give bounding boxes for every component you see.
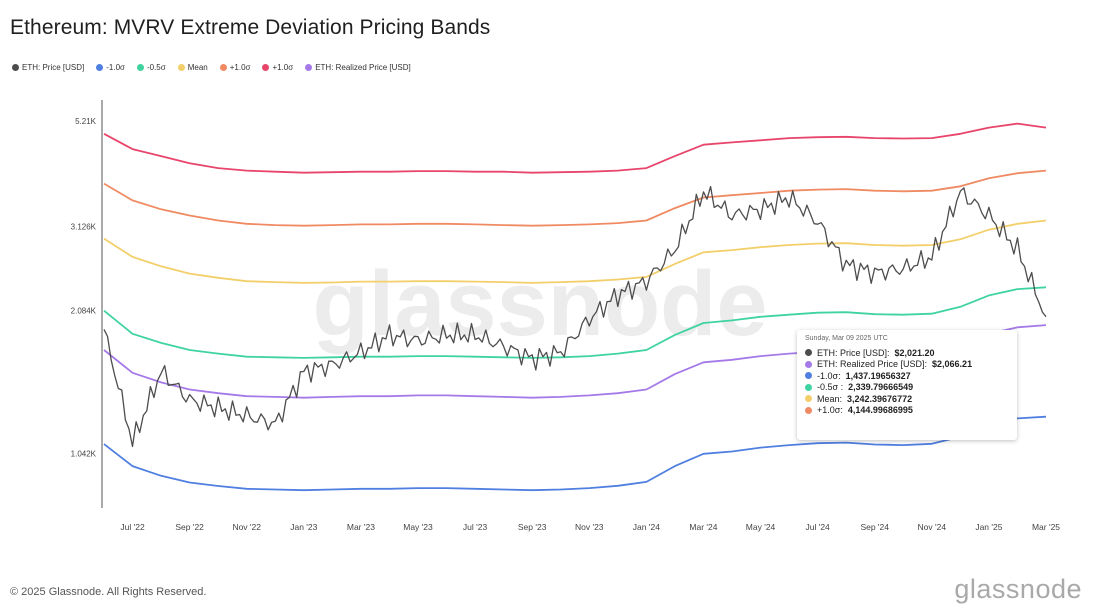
legend-dot-icon xyxy=(96,64,104,71)
tooltip-label: Mean: xyxy=(817,393,843,404)
y-tick-label: 1.042K xyxy=(71,449,97,458)
x-tick-label: Mar '25 xyxy=(1032,522,1060,532)
series-line xyxy=(103,169,1047,227)
tooltip-label: -0.5σ : xyxy=(817,382,844,393)
x-tick-label: Jan '23 xyxy=(290,522,317,532)
y-tick-label: 5.21K xyxy=(75,117,97,126)
tooltip-row: ETH: Price [USD]: $2,021.20 xyxy=(805,347,1009,359)
legend-item[interactable]: +1.0σ xyxy=(262,63,293,72)
legend-label: +1.0σ xyxy=(229,63,251,72)
series-line xyxy=(103,185,1047,448)
tooltip-row: +1.0σ: 4,144.99686995 xyxy=(805,405,1009,417)
legend-dot-icon xyxy=(219,64,227,71)
tooltip-value: $2,066.21 xyxy=(932,359,973,370)
tooltip-dot-icon xyxy=(805,395,812,403)
tooltip-row: -0.5σ : 2,339.79666549 xyxy=(805,382,1009,394)
glassnode-logo: glassnode xyxy=(954,574,1082,604)
y-tick-label: 3.126K xyxy=(71,223,97,232)
tooltip-dot-icon xyxy=(805,383,812,391)
tooltip-row: -1.0σ: 1,437.19656327 xyxy=(805,370,1009,382)
legend-dot-icon xyxy=(262,64,270,71)
copyright-text: © 2025 Glassnode. All Rights Reserved. xyxy=(10,586,207,598)
x-tick-label: Sep '22 xyxy=(175,522,204,532)
tooltip-row: Mean: 3,242.39676772 xyxy=(805,393,1009,405)
tooltip-value: 1,437.19656327 xyxy=(845,370,911,381)
legend-label: -1.0σ xyxy=(106,63,125,72)
tooltip-dot-icon xyxy=(805,406,812,414)
page-title: Ethereum: MVRV Extreme Deviation Pricing… xyxy=(10,16,491,39)
x-tick-label: Jan '25 xyxy=(975,522,1002,532)
tooltip-dot-icon xyxy=(805,372,812,380)
x-tick-label: Jul '22 xyxy=(120,522,145,532)
tooltip-date: Sunday, Mar 09 2025 UTC xyxy=(805,335,888,342)
legend-item[interactable]: -0.5σ xyxy=(136,63,166,72)
watermark-text: glassnode xyxy=(312,253,767,355)
tooltip-dot-icon xyxy=(805,360,812,368)
x-tick-label: Nov '22 xyxy=(232,522,261,532)
tooltip-dot-icon xyxy=(805,349,812,357)
x-tick-label: Sep '23 xyxy=(518,522,547,532)
x-tick-label: Mar '24 xyxy=(689,522,717,532)
series-line xyxy=(103,122,1047,174)
y-tick-label: 2.084K xyxy=(71,306,97,315)
legend-label: ETH: Price [USD] xyxy=(22,63,85,72)
tooltip-label: +1.0σ: xyxy=(817,405,843,416)
legend-item[interactable]: Mean xyxy=(177,63,208,72)
legend-dot-icon xyxy=(177,64,185,71)
series-line xyxy=(103,219,1047,284)
legend-item[interactable]: -1.0σ xyxy=(96,63,125,72)
legend-item[interactable]: ETH: Realized Price [USD] xyxy=(305,63,411,72)
x-tick-label: Mar '23 xyxy=(347,522,375,532)
series-line xyxy=(103,415,1047,492)
tooltip-value: 4,144.99686995 xyxy=(847,405,913,416)
x-tick-label: May '24 xyxy=(746,522,776,532)
legend-dot-icon xyxy=(136,64,144,71)
x-tick-label: Jul '23 xyxy=(463,522,488,532)
x-tick-label: Jul '24 xyxy=(805,522,830,532)
legend-item[interactable]: ETH: Price [USD] xyxy=(12,63,84,72)
legend-label: Mean xyxy=(187,63,208,72)
x-tick-label: Nov '24 xyxy=(918,522,947,532)
legend-label: +1.0σ xyxy=(272,63,294,72)
tooltip-value: $2,021.20 xyxy=(894,347,935,358)
tooltip-label: ETH: Price [USD]: xyxy=(817,347,890,358)
x-tick-label: May '23 xyxy=(403,522,433,532)
x-tick-label: Nov '23 xyxy=(575,522,604,532)
legend-dot-icon xyxy=(12,64,19,71)
x-tick-label: Sep '24 xyxy=(860,522,889,532)
chart-legend: ETH: Price [USD] -1.0σ -0.5σ Mean +1.0σ +1.0σ… xyxy=(12,63,411,72)
tooltip-value: 3,242.39676772 xyxy=(847,393,913,404)
tooltip-row: ETH: Realized Price [USD]: $2,066.21 xyxy=(805,359,1009,371)
tooltip-label: -1.0σ: xyxy=(817,370,841,381)
legend-item[interactable]: +1.0σ xyxy=(219,63,251,72)
legend-dot-icon xyxy=(305,64,313,71)
legend-label: ETH: Realized Price [USD] xyxy=(315,63,411,72)
series-line xyxy=(103,286,1047,359)
legend-label: -0.5σ xyxy=(146,63,166,72)
x-tick-label: Jan '24 xyxy=(633,522,660,532)
chart-tooltip: Sunday, Mar 09 2025 UTC ETH: Price [USD]… xyxy=(797,330,1017,440)
tooltip-label: ETH: Realized Price [USD]: xyxy=(817,359,928,370)
tooltip-value: 2,339.79666549 xyxy=(848,382,914,393)
